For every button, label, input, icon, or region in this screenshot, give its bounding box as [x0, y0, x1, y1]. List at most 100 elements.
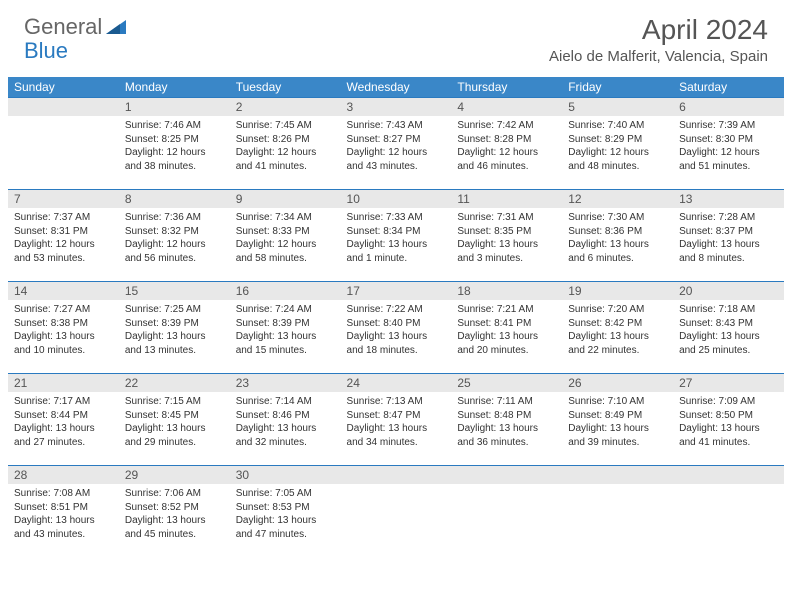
- calendar-table: Sunday Monday Tuesday Wednesday Thursday…: [8, 77, 784, 557]
- title-block: April 2024 Aielo de Malferit, Valencia, …: [549, 14, 768, 65]
- calendar-cell: 13Sunrise: 7:28 AMSunset: 8:37 PMDayligh…: [673, 189, 784, 281]
- calendar-cell: 22Sunrise: 7:15 AMSunset: 8:45 PMDayligh…: [119, 373, 230, 465]
- day-number: 6: [673, 97, 784, 116]
- day-content: Sunrise: 7:08 AMSunset: 8:51 PMDaylight:…: [8, 484, 119, 545]
- calendar-cell: 1Sunrise: 7:46 AMSunset: 8:25 PMDaylight…: [119, 97, 230, 189]
- day-content: Sunrise: 7:11 AMSunset: 8:48 PMDaylight:…: [451, 392, 562, 453]
- day-content: Sunrise: 7:06 AMSunset: 8:52 PMDaylight:…: [119, 484, 230, 545]
- day-number: 15: [119, 281, 230, 300]
- weekday-header: Tuesday: [230, 77, 341, 97]
- day-content: Sunrise: 7:21 AMSunset: 8:41 PMDaylight:…: [451, 300, 562, 361]
- calendar-cell: 9Sunrise: 7:34 AMSunset: 8:33 PMDaylight…: [230, 189, 341, 281]
- calendar-cell: 28Sunrise: 7:08 AMSunset: 8:51 PMDayligh…: [8, 465, 119, 557]
- calendar-cell: 24Sunrise: 7:13 AMSunset: 8:47 PMDayligh…: [341, 373, 452, 465]
- day-number: 30: [230, 465, 341, 484]
- day-number: 17: [341, 281, 452, 300]
- calendar-cell: 29Sunrise: 7:06 AMSunset: 8:52 PMDayligh…: [119, 465, 230, 557]
- calendar-cell: 14Sunrise: 7:27 AMSunset: 8:38 PMDayligh…: [8, 281, 119, 373]
- day-content: Sunrise: 7:27 AMSunset: 8:38 PMDaylight:…: [8, 300, 119, 361]
- day-content: Sunrise: 7:09 AMSunset: 8:50 PMDaylight:…: [673, 392, 784, 453]
- calendar-cell: 26Sunrise: 7:10 AMSunset: 8:49 PMDayligh…: [562, 373, 673, 465]
- day-number: 29: [119, 465, 230, 484]
- day-number: 21: [8, 373, 119, 392]
- calendar-body: 1Sunrise: 7:46 AMSunset: 8:25 PMDaylight…: [8, 97, 784, 557]
- day-content: Sunrise: 7:40 AMSunset: 8:29 PMDaylight:…: [562, 116, 673, 177]
- calendar-cell: 11Sunrise: 7:31 AMSunset: 8:35 PMDayligh…: [451, 189, 562, 281]
- day-number: 23: [230, 373, 341, 392]
- day-number: 14: [8, 281, 119, 300]
- day-number: 9: [230, 189, 341, 208]
- calendar-cell: [673, 465, 784, 557]
- day-number: 2: [230, 97, 341, 116]
- day-number: 27: [673, 373, 784, 392]
- weekday-header: Friday: [562, 77, 673, 97]
- calendar-cell: 27Sunrise: 7:09 AMSunset: 8:50 PMDayligh…: [673, 373, 784, 465]
- weekday-header: Sunday: [8, 77, 119, 97]
- day-number-empty: [8, 97, 119, 116]
- weekday-header: Monday: [119, 77, 230, 97]
- day-number: 28: [8, 465, 119, 484]
- header: General April 2024 Aielo de Malferit, Va…: [0, 0, 792, 71]
- calendar-cell: 3Sunrise: 7:43 AMSunset: 8:27 PMDaylight…: [341, 97, 452, 189]
- calendar-row: 28Sunrise: 7:08 AMSunset: 8:51 PMDayligh…: [8, 465, 784, 557]
- day-content: Sunrise: 7:22 AMSunset: 8:40 PMDaylight:…: [341, 300, 452, 361]
- day-content: Sunrise: 7:34 AMSunset: 8:33 PMDaylight:…: [230, 208, 341, 269]
- day-number: 18: [451, 281, 562, 300]
- calendar-cell: 21Sunrise: 7:17 AMSunset: 8:44 PMDayligh…: [8, 373, 119, 465]
- calendar-cell: 8Sunrise: 7:36 AMSunset: 8:32 PMDaylight…: [119, 189, 230, 281]
- day-content: Sunrise: 7:39 AMSunset: 8:30 PMDaylight:…: [673, 116, 784, 177]
- calendar-cell: [8, 97, 119, 189]
- calendar-cell: 30Sunrise: 7:05 AMSunset: 8:53 PMDayligh…: [230, 465, 341, 557]
- calendar-row: 14Sunrise: 7:27 AMSunset: 8:38 PMDayligh…: [8, 281, 784, 373]
- day-number: 7: [8, 189, 119, 208]
- day-number: 5: [562, 97, 673, 116]
- day-number: 4: [451, 97, 562, 116]
- day-number-empty: [451, 465, 562, 484]
- day-number: 26: [562, 373, 673, 392]
- day-number-empty: [341, 465, 452, 484]
- calendar-cell: 17Sunrise: 7:22 AMSunset: 8:40 PMDayligh…: [341, 281, 452, 373]
- day-number: 13: [673, 189, 784, 208]
- day-content: Sunrise: 7:37 AMSunset: 8:31 PMDaylight:…: [8, 208, 119, 269]
- day-number: 25: [451, 373, 562, 392]
- calendar-cell: 2Sunrise: 7:45 AMSunset: 8:26 PMDaylight…: [230, 97, 341, 189]
- day-number: 10: [341, 189, 452, 208]
- day-content: Sunrise: 7:13 AMSunset: 8:47 PMDaylight:…: [341, 392, 452, 453]
- logo-text-general: General: [24, 14, 102, 40]
- day-number: 12: [562, 189, 673, 208]
- day-content: Sunrise: 7:24 AMSunset: 8:39 PMDaylight:…: [230, 300, 341, 361]
- day-number: 22: [119, 373, 230, 392]
- calendar-row: 7Sunrise: 7:37 AMSunset: 8:31 PMDaylight…: [8, 189, 784, 281]
- calendar-cell: 19Sunrise: 7:20 AMSunset: 8:42 PMDayligh…: [562, 281, 673, 373]
- calendar-cell: 7Sunrise: 7:37 AMSunset: 8:31 PMDaylight…: [8, 189, 119, 281]
- day-number: 11: [451, 189, 562, 208]
- calendar-cell: 18Sunrise: 7:21 AMSunset: 8:41 PMDayligh…: [451, 281, 562, 373]
- day-content: Sunrise: 7:14 AMSunset: 8:46 PMDaylight:…: [230, 392, 341, 453]
- location-text: Aielo de Malferit, Valencia, Spain: [549, 48, 768, 65]
- calendar-cell: 10Sunrise: 7:33 AMSunset: 8:34 PMDayligh…: [341, 189, 452, 281]
- calendar-cell: 25Sunrise: 7:11 AMSunset: 8:48 PMDayligh…: [451, 373, 562, 465]
- day-number: 20: [673, 281, 784, 300]
- weekday-header-row: Sunday Monday Tuesday Wednesday Thursday…: [8, 77, 784, 97]
- calendar-cell: 16Sunrise: 7:24 AMSunset: 8:39 PMDayligh…: [230, 281, 341, 373]
- calendar-cell: 23Sunrise: 7:14 AMSunset: 8:46 PMDayligh…: [230, 373, 341, 465]
- day-number: 16: [230, 281, 341, 300]
- day-content: Sunrise: 7:15 AMSunset: 8:45 PMDaylight:…: [119, 392, 230, 453]
- day-number: 3: [341, 97, 452, 116]
- calendar-cell: 12Sunrise: 7:30 AMSunset: 8:36 PMDayligh…: [562, 189, 673, 281]
- day-content: Sunrise: 7:46 AMSunset: 8:25 PMDaylight:…: [119, 116, 230, 177]
- calendar-row: 21Sunrise: 7:17 AMSunset: 8:44 PMDayligh…: [8, 373, 784, 465]
- calendar-cell: [451, 465, 562, 557]
- weekday-header: Wednesday: [341, 77, 452, 97]
- day-number: 24: [341, 373, 452, 392]
- day-number: 8: [119, 189, 230, 208]
- triangle-icon: [106, 14, 126, 40]
- day-content: Sunrise: 7:43 AMSunset: 8:27 PMDaylight:…: [341, 116, 452, 177]
- month-title: April 2024: [549, 14, 768, 46]
- day-content: Sunrise: 7:45 AMSunset: 8:26 PMDaylight:…: [230, 116, 341, 177]
- day-content: Sunrise: 7:05 AMSunset: 8:53 PMDaylight:…: [230, 484, 341, 545]
- day-content: Sunrise: 7:25 AMSunset: 8:39 PMDaylight:…: [119, 300, 230, 361]
- day-content: Sunrise: 7:18 AMSunset: 8:43 PMDaylight:…: [673, 300, 784, 361]
- calendar-cell: 15Sunrise: 7:25 AMSunset: 8:39 PMDayligh…: [119, 281, 230, 373]
- calendar-cell: 20Sunrise: 7:18 AMSunset: 8:43 PMDayligh…: [673, 281, 784, 373]
